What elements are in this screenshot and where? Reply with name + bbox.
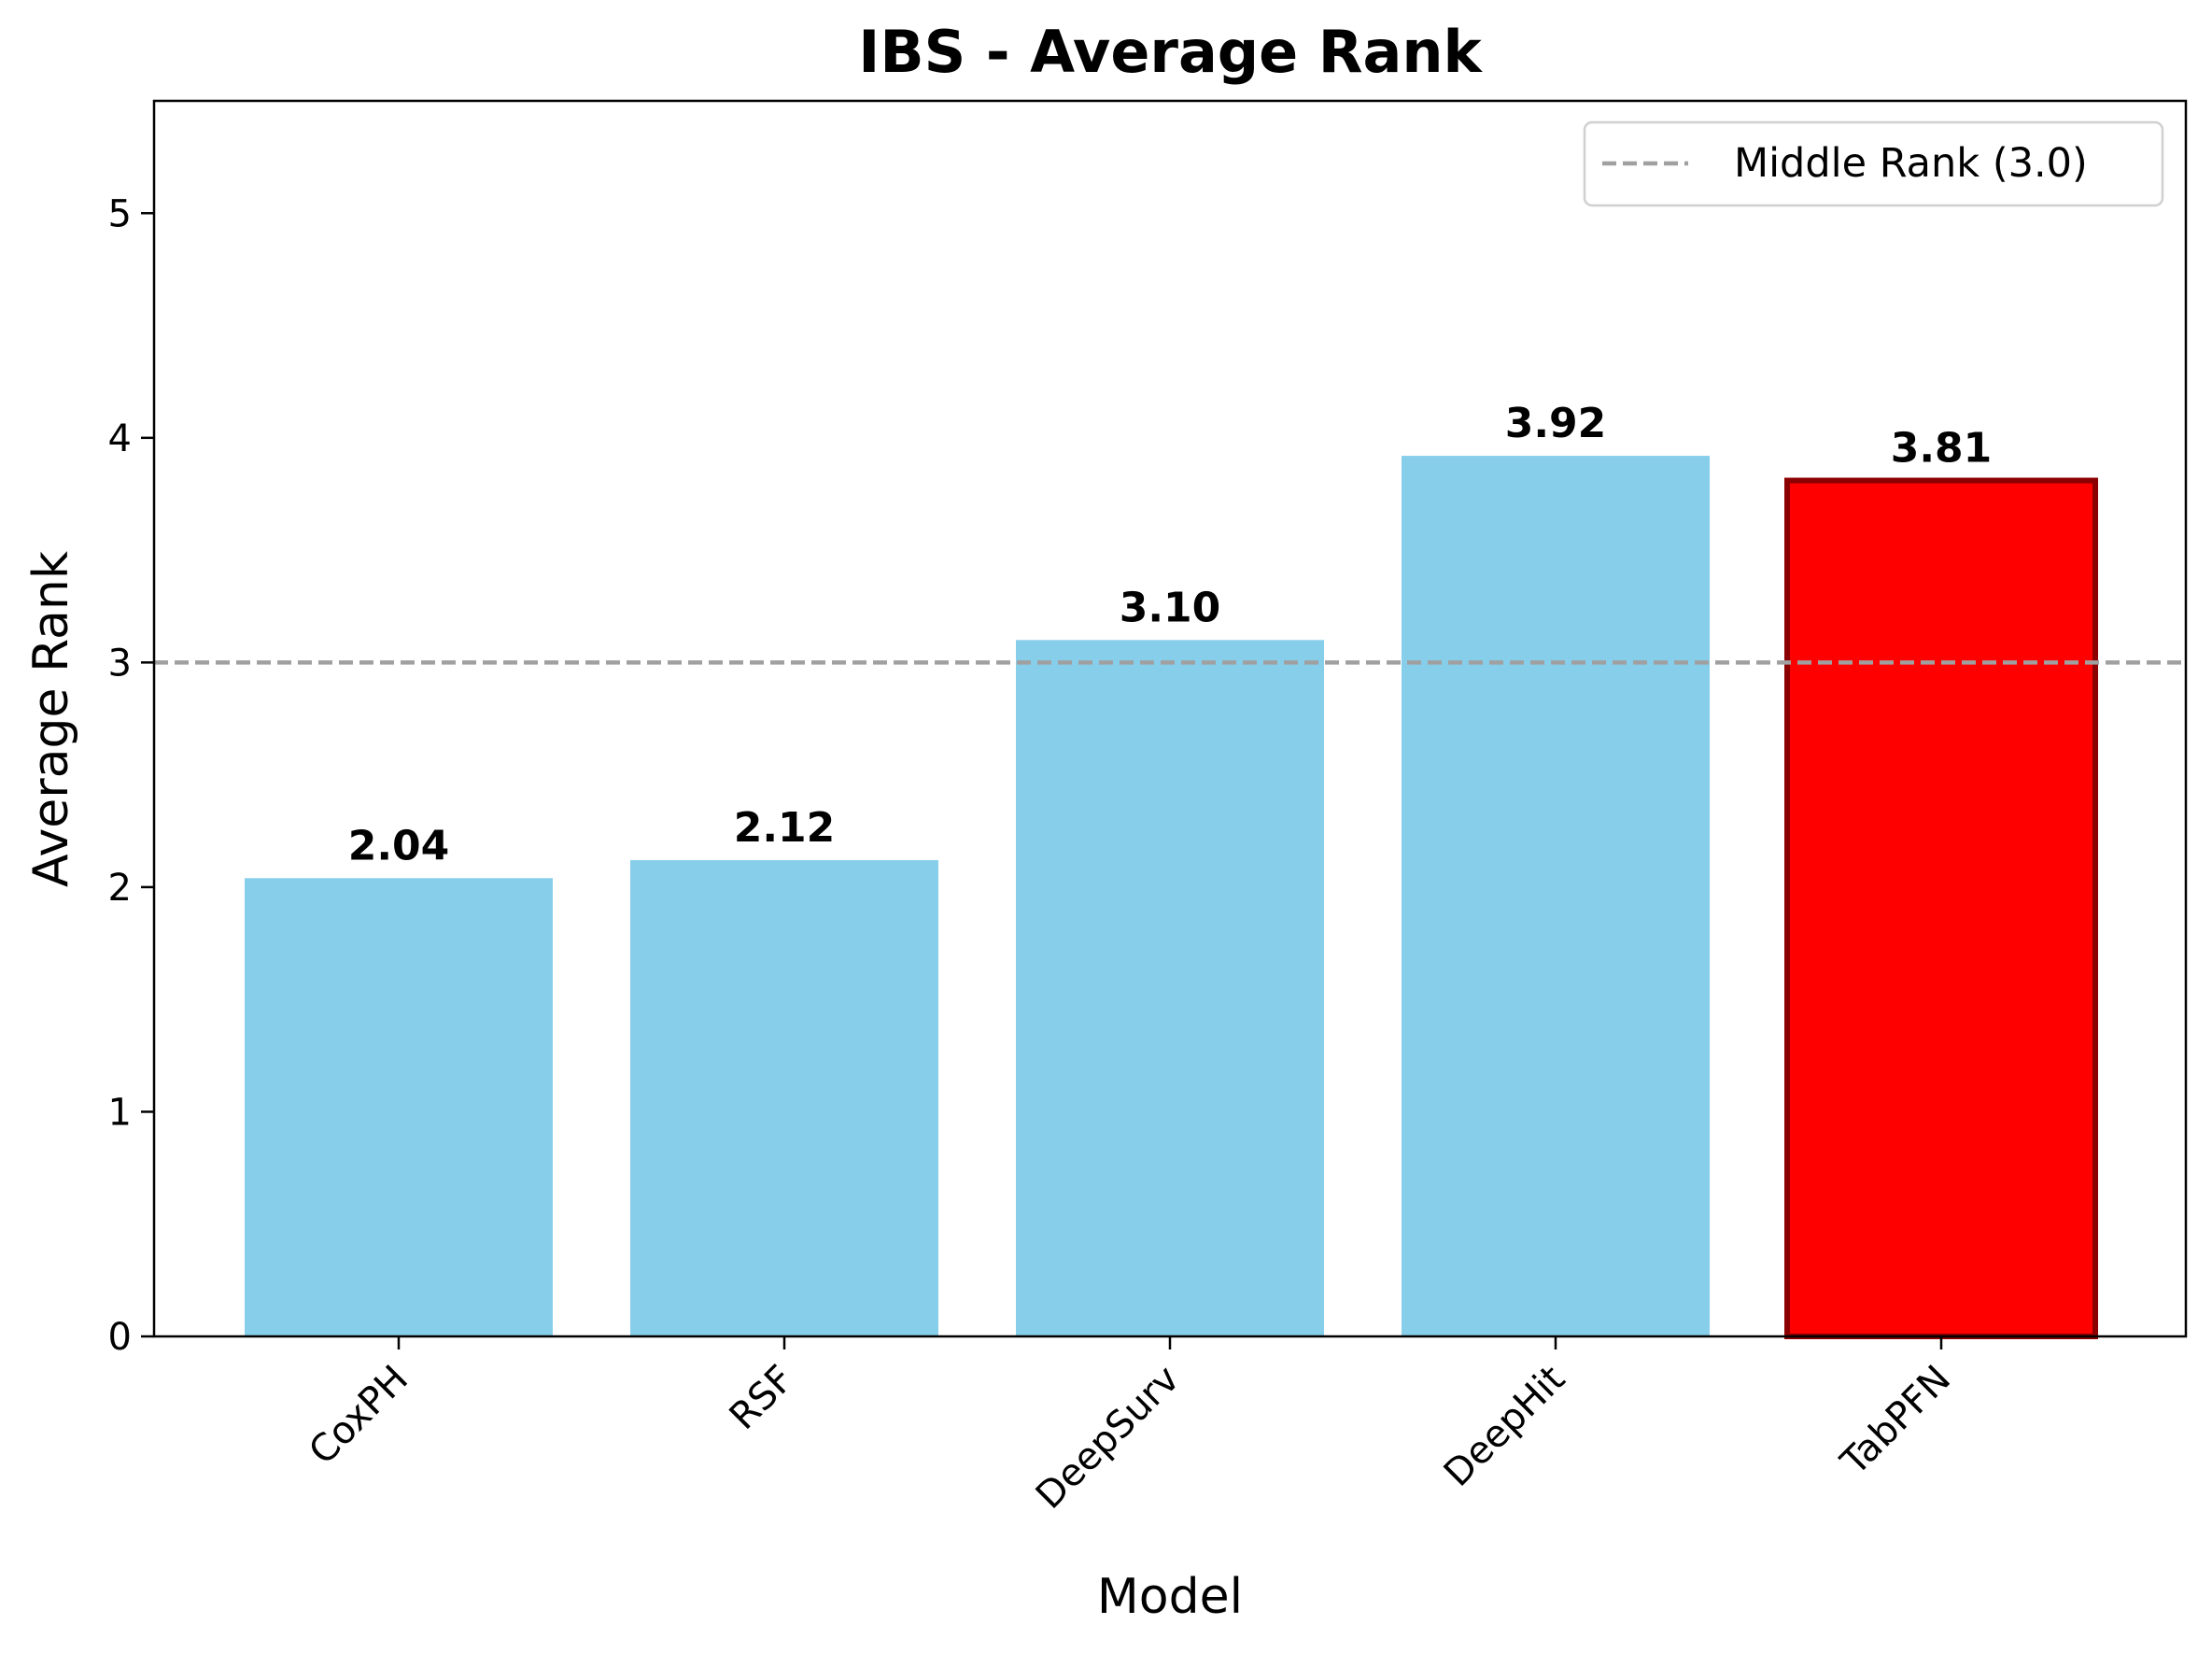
bar-deephit — [1402, 456, 1710, 1336]
y-tick-label-5: 5 — [108, 192, 132, 235]
bars-group — [245, 456, 2098, 1339]
bar-value-label-tabpfn: 3.81 — [1891, 425, 1993, 473]
bar-tabpfn — [1784, 477, 2098, 1339]
legend: Middle Rank (3.0) — [1583, 120, 2164, 207]
bar-value-label-deephit: 3.92 — [1505, 400, 1607, 447]
bar-value-label-coxph: 2.04 — [348, 822, 450, 869]
chart-title: IBS - Average Rank — [858, 18, 1483, 86]
bar-labels-group: 2.04 2.12 3.10 3.92 3.81 — [348, 400, 1993, 869]
y-tick-label-3: 3 — [108, 642, 132, 685]
bar-value-label-rsf: 2.12 — [734, 804, 836, 852]
x-axis-label: Model — [1097, 1569, 1243, 1625]
y-tick-label-2: 2 — [108, 867, 132, 910]
bar-value-label-deepsurv: 3.10 — [1120, 584, 1221, 631]
y-axis-label: Average Rank — [23, 551, 79, 887]
y-axis-ticks: 0 1 2 3 4 5 — [108, 192, 154, 1359]
y-tick-label-0: 0 — [108, 1316, 132, 1359]
bar-rsf — [630, 860, 938, 1336]
bar-coxph — [245, 878, 553, 1336]
bar-deepsurv — [1016, 640, 1324, 1336]
y-tick-label-4: 4 — [108, 417, 132, 460]
y-tick-label-1: 1 — [108, 1091, 132, 1134]
legend-label: Middle Rank (3.0) — [1734, 140, 2088, 187]
legend-box — [1583, 120, 2164, 207]
